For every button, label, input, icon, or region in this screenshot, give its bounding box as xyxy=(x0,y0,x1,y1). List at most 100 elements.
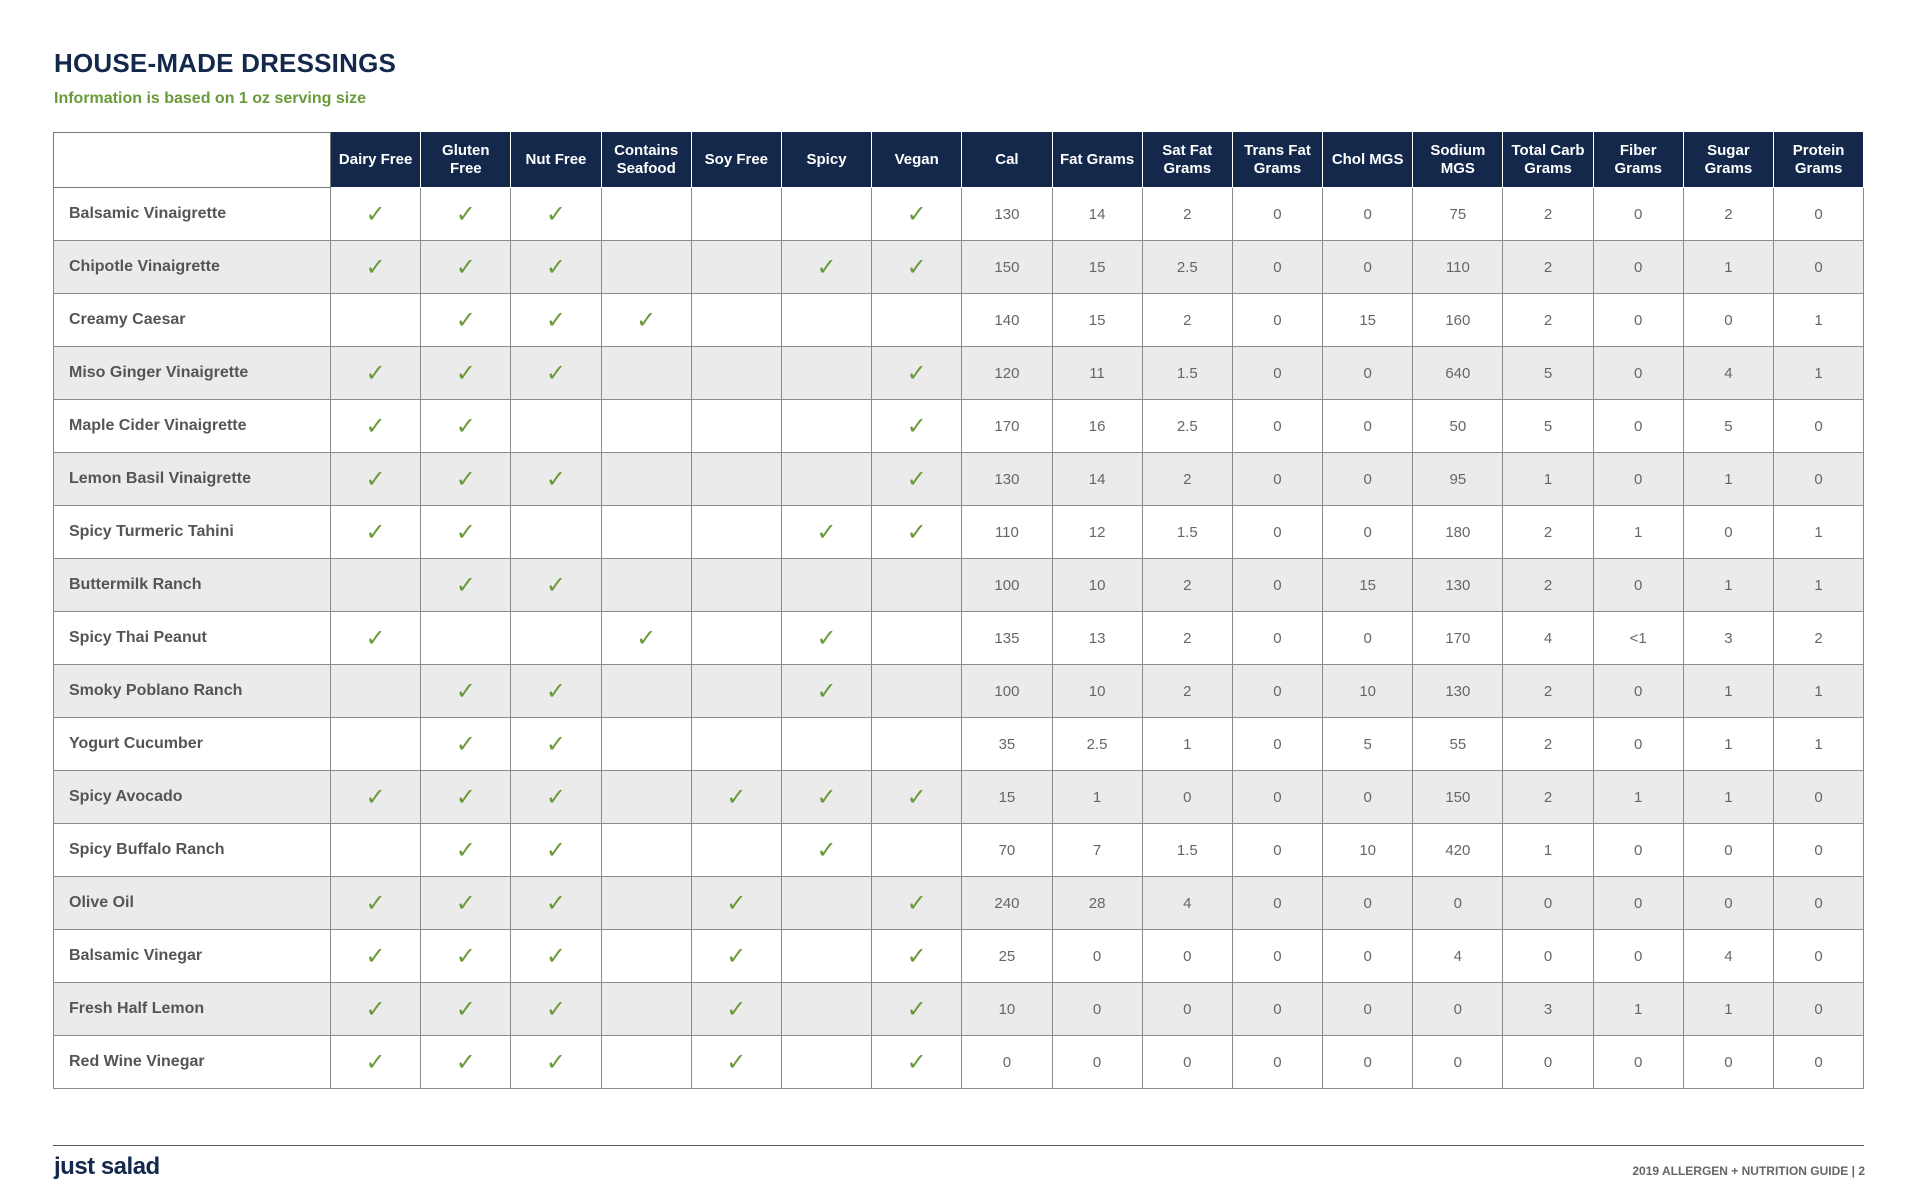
column-header: Dairy Free xyxy=(329,132,422,188)
cell-value: 150 xyxy=(961,240,1053,294)
cell-value: 0 xyxy=(1141,929,1233,983)
cell xyxy=(780,876,873,930)
cell xyxy=(329,823,422,877)
cell-value: 0 xyxy=(1592,664,1684,718)
cell-value: 0 xyxy=(1592,558,1684,612)
cell: ✓ xyxy=(329,929,422,983)
cell: ✓ xyxy=(420,452,512,506)
cell-value: 0 xyxy=(1772,929,1865,983)
footer-rule xyxy=(53,1145,1864,1146)
cell: ✓ xyxy=(329,876,422,930)
cell xyxy=(510,399,602,453)
cell: ✓ xyxy=(329,770,422,824)
cell-value: 0 xyxy=(1772,982,1865,1036)
cell-value: 16 xyxy=(1051,399,1143,453)
table-row: Buttermilk Ranch ✓ ✓ 100 10 2 0 15 130 2 0 1 1 xyxy=(53,558,1865,612)
cell-value: 1 xyxy=(1682,664,1775,718)
cell: ✓ xyxy=(420,770,512,824)
row-label: Olive Oil xyxy=(53,876,331,930)
nutrition-table: Dairy Free Gluten Free Nut Free Contains Se… xyxy=(53,132,1865,1089)
cell-value: 35 xyxy=(961,717,1053,771)
cell-value: 10 xyxy=(1051,664,1143,718)
cell: ✓ xyxy=(871,346,963,400)
cell-value: 0 xyxy=(1592,876,1684,930)
cell xyxy=(600,770,692,824)
cell xyxy=(600,664,692,718)
cell: ✓ xyxy=(329,982,422,1036)
cell xyxy=(329,558,422,612)
cell: ✓ xyxy=(420,558,512,612)
column-header: Nut Free xyxy=(510,132,602,188)
cell xyxy=(600,982,692,1036)
cell-value: 0 xyxy=(1231,558,1324,612)
cell: ✓ xyxy=(329,611,422,665)
cell-value: 2 xyxy=(1141,452,1233,506)
cell-value: 25 xyxy=(961,929,1053,983)
cell-value: 0 xyxy=(1231,823,1324,877)
cell-value: 0 xyxy=(1592,293,1684,347)
cell: ✓ xyxy=(690,876,782,930)
cell-value: 0 xyxy=(1682,293,1775,347)
cell xyxy=(690,346,782,400)
cell-value: 0 xyxy=(1322,770,1414,824)
table-row: Spicy Turmeric Tahini ✓ ✓ ✓ ✓ 110 12 1.5 0 0 180 2 1… xyxy=(53,505,1865,559)
cell xyxy=(690,823,782,877)
cell-value: 15 xyxy=(1322,293,1414,347)
cell-value: 0 xyxy=(1231,1035,1324,1089)
cell-value: 0 xyxy=(1412,982,1504,1036)
cell-value: 4 xyxy=(1682,346,1775,400)
column-header: Spicy xyxy=(780,132,873,188)
cell: ✓ xyxy=(510,770,602,824)
cell: ✓ xyxy=(510,982,602,1036)
cell-value: 28 xyxy=(1051,876,1143,930)
cell-value: 4 xyxy=(1682,929,1775,983)
cell xyxy=(600,505,692,559)
table-row: Maple Cider Vinaigrette ✓ ✓ ✓ 170 16 2.5 0 0 50 5 0… xyxy=(53,399,1865,453)
cell-value: 1.5 xyxy=(1141,505,1233,559)
cell: ✓ xyxy=(329,1035,422,1089)
cell xyxy=(871,611,963,665)
cell: ✓ xyxy=(420,187,512,241)
cell-value: 1.5 xyxy=(1141,346,1233,400)
cell-value: 0 xyxy=(1772,770,1865,824)
cell-value: 0 xyxy=(1502,1035,1594,1089)
row-label: Buttermilk Ranch xyxy=(53,558,331,612)
cell-value: 140 xyxy=(961,293,1053,347)
cell-value: 420 xyxy=(1412,823,1504,877)
table-row: Balsamic Vinaigrette ✓ ✓ ✓ ✓ 130 14 2 0 0 75 2 0 2 0 xyxy=(53,187,1865,241)
cell-value: 10 xyxy=(961,982,1053,1036)
cell-value: 0 xyxy=(1322,929,1414,983)
cell-value: 2 xyxy=(1502,664,1594,718)
cell-value: 150 xyxy=(1412,770,1504,824)
table-row: Miso Ginger Vinaigrette ✓ ✓ ✓ ✓ 120 11 1.5 0 0 640… xyxy=(53,346,1865,400)
cell-value: 0 xyxy=(1412,1035,1504,1089)
cell: ✓ xyxy=(420,664,512,718)
row-label: Smoky Poblano Ranch xyxy=(53,664,331,718)
cell: ✓ xyxy=(780,823,873,877)
table-row: Olive Oil ✓ ✓ ✓ ✓ ✓ 240 28 4 0 0 0 0 0 0 0 xyxy=(53,876,1865,930)
cell-value: 0 xyxy=(1231,505,1324,559)
table-row: Balsamic Vinegar ✓ ✓ ✓ ✓ ✓ 25 0 0 0 0 4 0 0 4 0 xyxy=(53,929,1865,983)
cell-value: 10 xyxy=(1051,558,1143,612)
cell-value: 2 xyxy=(1502,717,1594,771)
cell-value: 1 xyxy=(1682,982,1775,1036)
cell: ✓ xyxy=(600,611,692,665)
cell-value: 10 xyxy=(1322,823,1414,877)
cell-value: 55 xyxy=(1412,717,1504,771)
cell: ✓ xyxy=(420,293,512,347)
cell-value: 100 xyxy=(961,664,1053,718)
cell xyxy=(690,611,782,665)
column-header: Sodium MGS xyxy=(1412,132,1504,188)
cell: ✓ xyxy=(871,929,963,983)
cell xyxy=(600,876,692,930)
cell-value: 1 xyxy=(1682,558,1775,612)
cell xyxy=(690,240,782,294)
cell: ✓ xyxy=(510,717,602,771)
cell-value: 2 xyxy=(1502,187,1594,241)
cell-value: 0 xyxy=(1231,399,1324,453)
cell: ✓ xyxy=(871,770,963,824)
cell-value: 0 xyxy=(1592,1035,1684,1089)
cell-value: 0 xyxy=(1322,876,1414,930)
cell-value: 75 xyxy=(1412,187,1504,241)
